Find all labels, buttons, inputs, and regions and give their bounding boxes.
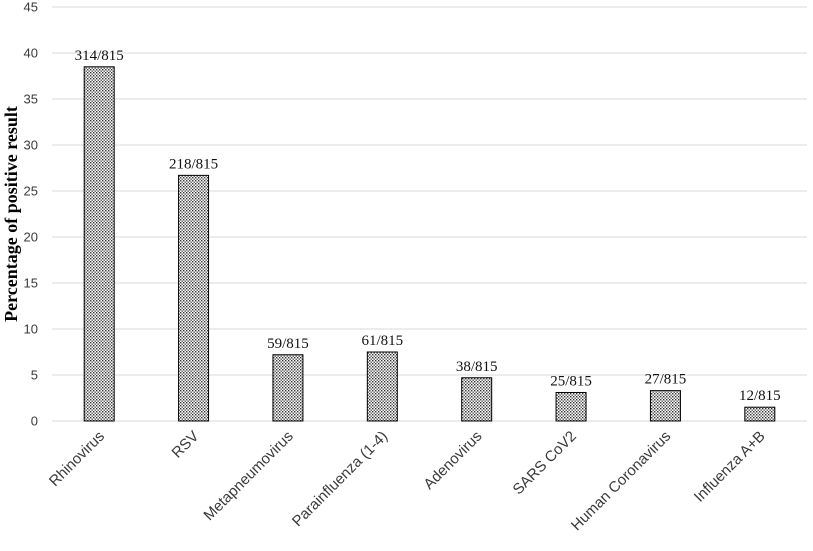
x-category-label: Human Coronavirus <box>568 428 674 534</box>
x-axis-categories: Rhinovirus RSVMetapneumovirusParainfluenz… <box>46 428 769 534</box>
bar <box>461 377 493 422</box>
x-category-label: Rhinovirus <box>46 428 108 490</box>
data-label: 25/815 <box>550 373 592 389</box>
data-label: 38/815 <box>456 359 498 375</box>
y-tick-label: 35 <box>24 92 38 107</box>
y-tick-label: 30 <box>24 138 38 153</box>
y-tick-label: 0 <box>31 414 38 429</box>
y-tick-label: 10 <box>24 322 38 337</box>
bar <box>83 66 115 422</box>
y-tick-label: 25 <box>24 184 38 199</box>
gridlines <box>52 6 807 422</box>
bars <box>83 66 776 422</box>
bar <box>555 391 587 422</box>
bar <box>272 354 304 422</box>
y-tick-label: 15 <box>24 276 38 291</box>
data-label: 27/815 <box>645 372 687 388</box>
y-tick-label: 45 <box>24 0 38 15</box>
x-category-label: Influenza A+B <box>691 428 769 506</box>
y-tick-label: 40 <box>24 46 38 61</box>
bar <box>649 390 681 422</box>
x-category-label: SARS CoV2 <box>510 428 580 498</box>
y-tick-label: 20 <box>24 230 38 245</box>
x-category-label: Parainfluenza (1-4) <box>289 428 391 530</box>
x-category-label: Metapneumovirus <box>200 428 296 524</box>
y-axis-ticks: 0 5 10 15 20 25 30 35 40 45 <box>24 0 38 429</box>
data-label: 314/815 <box>75 48 124 64</box>
bar <box>366 351 398 422</box>
y-axis-title: Percentage of positive result <box>1 106 21 322</box>
x-category-label: RSV <box>169 428 203 462</box>
data-label: 218/815 <box>169 156 218 172</box>
y-tick-label: 5 <box>31 368 38 383</box>
data-label: 59/815 <box>267 336 309 352</box>
data-label: 12/815 <box>739 388 781 404</box>
x-category-label: Adenovirus <box>420 428 485 493</box>
bar <box>744 406 776 422</box>
data-labels: 314/815 218/815 59/815 61/815 38/815 25/815 27… <box>75 48 781 404</box>
data-label: 61/815 <box>361 333 403 349</box>
bar <box>178 174 210 422</box>
